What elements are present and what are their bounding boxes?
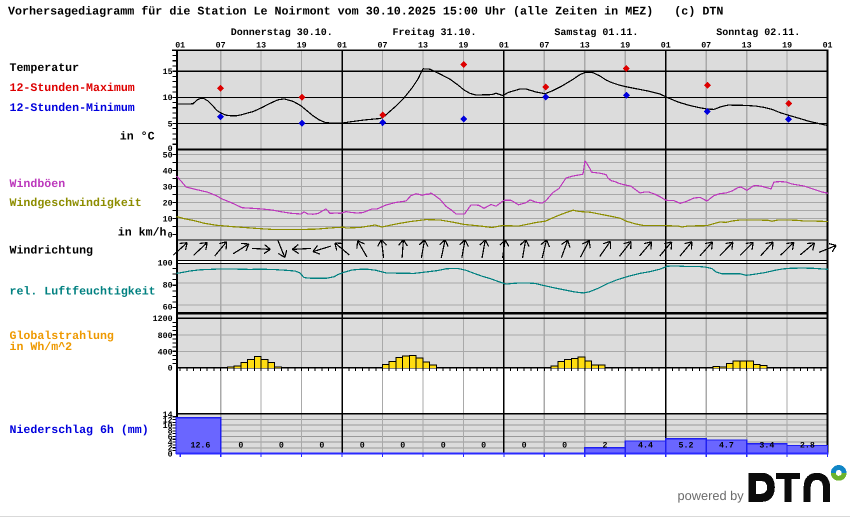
svg-text:2.8: 2.8 (800, 442, 815, 451)
svg-text:in Wh/m^2: in Wh/m^2 (10, 341, 73, 354)
svg-text:10: 10 (163, 422, 173, 431)
svg-text:3.4: 3.4 (759, 442, 774, 451)
svg-text:12: 12 (163, 416, 173, 425)
svg-text:19: 19 (782, 41, 792, 50)
svg-text:0: 0 (168, 365, 173, 374)
svg-text:0: 0 (360, 442, 365, 451)
svg-text:0: 0 (441, 442, 446, 451)
svg-text:01: 01 (661, 41, 671, 50)
svg-text:0: 0 (400, 442, 405, 451)
svg-text:rel. Luftfeuchtigkeit: rel. Luftfeuchtigkeit (10, 286, 156, 299)
svg-text:Sonntag 02.11.: Sonntag 02.11. (716, 28, 800, 39)
svg-text:13: 13 (256, 41, 266, 50)
svg-text:6: 6 (168, 433, 173, 442)
svg-text:800: 800 (158, 332, 173, 341)
svg-text:0: 0 (522, 442, 527, 451)
svg-text:powered by: powered by (678, 488, 745, 503)
svg-text:13: 13 (580, 41, 590, 50)
svg-text:Donnerstag 30.10.: Donnerstag 30.10. (231, 28, 333, 39)
svg-text:12.6: 12.6 (190, 442, 210, 451)
svg-text:12-Stunden-Minimum: 12-Stunden-Minimum (10, 102, 135, 115)
svg-text:01: 01 (175, 41, 185, 50)
svg-text:0: 0 (481, 442, 486, 451)
svg-text:07: 07 (378, 41, 388, 50)
svg-text:12-Stunden-Maximum: 12-Stunden-Maximum (10, 82, 135, 95)
svg-text:15: 15 (163, 68, 173, 77)
svg-text:Windgeschwindigkeit: Windgeschwindigkeit (10, 197, 142, 210)
svg-text:01: 01 (337, 41, 347, 50)
svg-text:4: 4 (168, 439, 173, 448)
svg-text:2: 2 (603, 442, 608, 451)
svg-text:2: 2 (168, 445, 173, 454)
svg-text:0: 0 (238, 442, 243, 451)
svg-text:4.7: 4.7 (719, 442, 734, 451)
svg-text:0: 0 (279, 442, 284, 451)
svg-text:0: 0 (562, 442, 567, 451)
svg-text:30: 30 (163, 183, 173, 192)
svg-text:in km/h: in km/h (118, 227, 167, 240)
svg-text:Freitag 31.10.: Freitag 31.10. (393, 27, 477, 39)
svg-text:1200: 1200 (153, 315, 173, 324)
svg-text:19: 19 (458, 41, 468, 50)
svg-text:400: 400 (158, 348, 173, 357)
svg-text:Temperatur: Temperatur (10, 62, 80, 75)
svg-text:13: 13 (418, 41, 428, 50)
svg-text:07: 07 (216, 41, 226, 50)
svg-text:0: 0 (168, 450, 173, 459)
svg-text:01: 01 (499, 41, 509, 50)
svg-text:50: 50 (163, 151, 173, 160)
svg-text:01: 01 (823, 41, 833, 50)
svg-text:14: 14 (163, 411, 173, 420)
svg-text:Windböen: Windböen (10, 178, 66, 191)
svg-text:19: 19 (620, 41, 630, 50)
svg-text:Vorhersagediagramm für die Sta: Vorhersagediagramm für die Station Le No… (8, 4, 723, 18)
svg-text:80: 80 (163, 282, 173, 291)
svg-text:100: 100 (158, 260, 173, 269)
svg-text:Globalstrahlung: Globalstrahlung (10, 330, 114, 343)
svg-text:40: 40 (163, 167, 173, 176)
svg-text:4.4: 4.4 (638, 442, 653, 451)
svg-text:5: 5 (168, 120, 173, 129)
svg-text:07: 07 (701, 41, 711, 50)
svg-text:8: 8 (168, 428, 173, 437)
svg-text:10: 10 (163, 94, 173, 103)
svg-text:Niederschlag 6h (mm): Niederschlag 6h (mm) (10, 424, 149, 437)
svg-text:0: 0 (319, 442, 324, 451)
svg-text:in °C: in °C (120, 131, 155, 144)
svg-text:0: 0 (168, 145, 173, 154)
svg-text:13: 13 (742, 41, 752, 50)
svg-text:10: 10 (163, 215, 173, 224)
svg-text:Windrichtung: Windrichtung (10, 245, 94, 258)
svg-text:Samstag 01.11.: Samstag 01.11. (554, 28, 638, 39)
svg-text:60: 60 (163, 303, 173, 312)
svg-text:19: 19 (297, 41, 307, 50)
svg-text:07: 07 (539, 41, 549, 50)
svg-text:0: 0 (168, 231, 173, 240)
svg-text:5.2: 5.2 (678, 442, 693, 451)
svg-text:20: 20 (163, 199, 173, 208)
